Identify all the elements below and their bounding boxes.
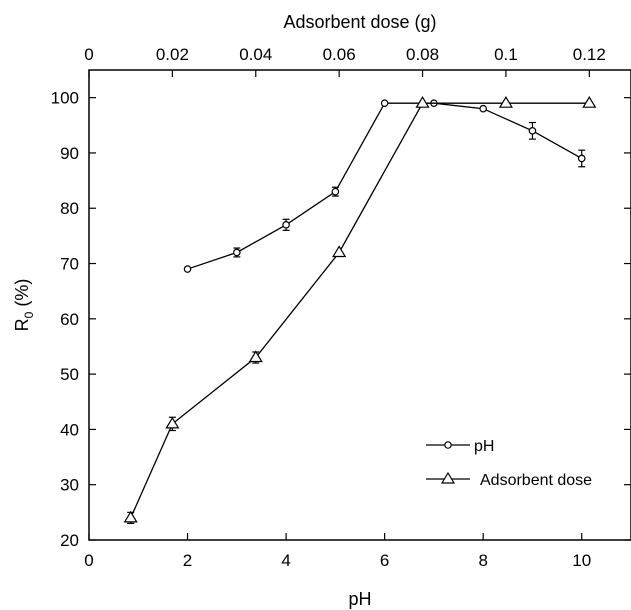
point-ph [528, 127, 537, 135]
legend-marker-dose [440, 471, 456, 484]
point-adsorbent-dose [498, 96, 513, 108]
y-tick-label: 40 [60, 420, 79, 439]
x-bottom-tick-label: 2 [183, 551, 192, 570]
y-tick-label: 50 [60, 365, 79, 384]
x-top-tick-label: 0.04 [239, 45, 272, 64]
y-tick-label: 60 [60, 310, 79, 329]
x-bottom-tick-label: 4 [281, 551, 290, 570]
x-top-tick-label: 0.08 [406, 45, 439, 64]
y-tick-label: 20 [60, 531, 79, 550]
y-tick-label: 30 [60, 476, 79, 495]
point-adsorbent-dose [415, 96, 430, 108]
point-adsorbent-dose [123, 510, 138, 523]
y-tick-label: 100 [51, 89, 79, 108]
point-adsorbent-dose [332, 245, 347, 258]
point-adsorbent-dose [248, 350, 263, 363]
plot-frame [88, 69, 631, 541]
series-line-adsorbent-dose [130, 102, 590, 519]
x-top-tick-label: 0.06 [323, 45, 356, 64]
x-top-tick-label: 0 [84, 45, 93, 64]
x-top-tick-label: 0.12 [573, 45, 606, 64]
point-ph [233, 248, 241, 257]
legend-label-ph: pH [474, 438, 494, 455]
y-tick-label: 70 [60, 255, 79, 274]
point-ph [183, 265, 192, 273]
y-axis-title: R0 (%) [12, 279, 36, 332]
series-line-ph [187, 102, 583, 270]
x-top-tick-label: 0.1 [494, 45, 518, 64]
y-tick-label: 90 [60, 144, 79, 163]
legend-label-dose: Adsorbent dose [480, 472, 592, 489]
x-bottom-tick-label: 0 [84, 551, 93, 570]
x-bottom-tick-label: 10 [572, 551, 591, 570]
legend-marker-ph [444, 441, 452, 449]
x-top-axis-title: Adsorbent dose (g) [283, 12, 436, 32]
point-adsorbent-dose [582, 96, 597, 108]
point-ph [331, 187, 340, 196]
legend: pH Adsorbent dose [426, 438, 592, 489]
point-adsorbent-dose [165, 416, 180, 429]
x-bottom-tick-label: 8 [478, 551, 487, 570]
x-top-tick-label: 0.02 [156, 45, 189, 64]
point-ph [479, 104, 487, 113]
x-bottom-tick-label: 6 [380, 551, 389, 570]
point-ph [577, 154, 586, 163]
y-tick-label: 80 [60, 199, 79, 218]
point-ph [282, 221, 290, 229]
x-bottom-axis-title: pH [348, 589, 371, 609]
point-ph [380, 99, 389, 107]
